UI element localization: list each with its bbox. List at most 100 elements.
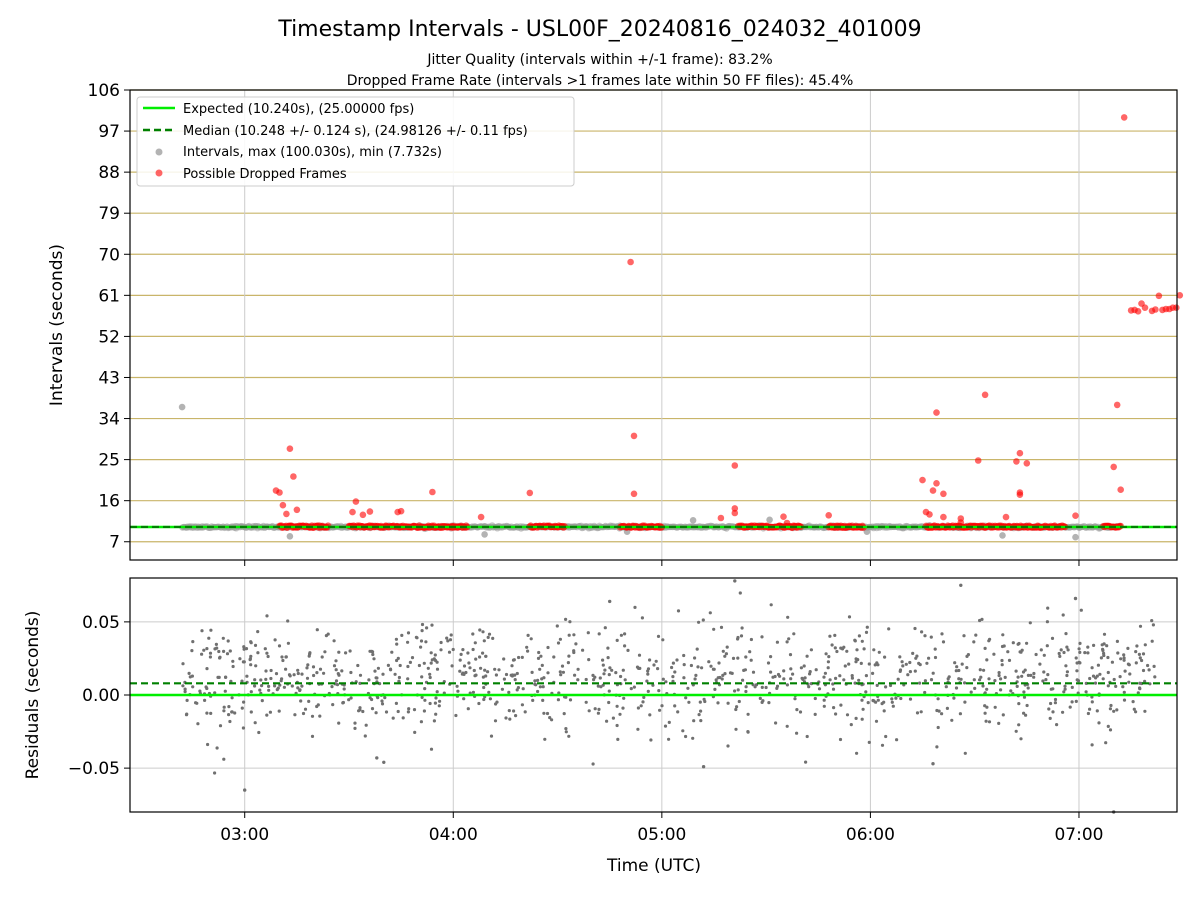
residual-point (842, 678, 846, 682)
residual-point (1141, 668, 1146, 673)
residual-point (636, 727, 640, 731)
residual-point (1022, 690, 1026, 694)
residual-point (736, 656, 740, 660)
residual-point (648, 713, 652, 717)
residual-point (240, 679, 244, 683)
residual-point (656, 667, 660, 671)
dropped-frame-point (1013, 458, 1020, 465)
interval-outlier-point (178, 403, 186, 411)
residual-point (713, 687, 717, 692)
residual-point (615, 704, 619, 708)
residual-point (434, 712, 438, 716)
residual-point (1134, 650, 1138, 654)
residual-point (646, 667, 651, 671)
residual-point (363, 734, 367, 738)
residual-point (253, 721, 257, 725)
residual-point (978, 678, 982, 682)
interval-outlier-point (1072, 533, 1079, 541)
residual-point (422, 661, 426, 665)
residual-point (209, 628, 213, 632)
residual-point (1042, 670, 1046, 674)
residual-point (538, 667, 542, 671)
residual-point (1106, 670, 1110, 675)
residual-point (855, 751, 859, 755)
residual-point (349, 670, 353, 675)
residual-point (838, 737, 843, 742)
residual-point (203, 698, 207, 703)
residual-point (771, 675, 775, 679)
residual-point (460, 672, 464, 676)
residual-point (264, 669, 268, 673)
residual-point (708, 611, 712, 615)
residual-point (1022, 711, 1026, 715)
residual-point (274, 672, 279, 676)
residual-point (533, 679, 537, 683)
residual-point (231, 659, 235, 663)
residual-point (191, 685, 195, 689)
residual-point (911, 651, 915, 656)
residual-point (348, 649, 352, 653)
residual-point (884, 685, 888, 689)
residual-point (896, 677, 900, 681)
residual-point (615, 723, 619, 728)
residual-point (312, 673, 316, 678)
residual-point (1051, 710, 1055, 714)
residual-point (1065, 673, 1069, 678)
dropped-frame-point (526, 489, 534, 497)
residual-point (1075, 669, 1079, 673)
residual-point (218, 724, 223, 728)
residual-point (1116, 651, 1120, 655)
residual-point (558, 637, 563, 641)
dropped-frame-point (1016, 489, 1024, 496)
residuals-x-axis-label: Time (UTC) (606, 856, 701, 876)
residual-point (614, 671, 618, 675)
residual-point (598, 676, 602, 680)
residual-point (840, 647, 845, 651)
residual-point (541, 685, 545, 689)
residual-point (307, 654, 311, 658)
residual-point (1134, 710, 1138, 714)
residual-point (974, 633, 978, 637)
residual-point (188, 675, 192, 679)
residual-point (775, 686, 779, 691)
residual-point (254, 664, 258, 668)
residual-point (1034, 652, 1038, 657)
residual-point (428, 672, 432, 676)
residual-point (1091, 674, 1096, 678)
intervals-y-axis-label: Intervals (seconds) (47, 244, 67, 406)
residual-point (826, 666, 830, 670)
residual-point (183, 690, 187, 694)
residual-point (673, 670, 677, 674)
residual-point (292, 673, 296, 677)
residual-point (305, 666, 309, 670)
dropped-frame-point (731, 462, 739, 469)
residual-point (556, 641, 561, 645)
residual-point (592, 678, 596, 682)
residual-point (636, 706, 641, 710)
residual-point (872, 648, 876, 652)
residual-point (213, 647, 217, 651)
residual-point (511, 658, 516, 662)
residual-point (451, 647, 455, 652)
residual-point (240, 706, 244, 710)
residual-point (265, 713, 269, 717)
residual-point (716, 676, 720, 680)
residual-point (1083, 651, 1087, 655)
dropped-frame-point (731, 505, 739, 512)
residual-point (495, 700, 499, 704)
residual-point (1062, 690, 1066, 694)
residual-point (769, 603, 773, 607)
residual-point (723, 672, 727, 676)
dropped-frame-point (1134, 308, 1142, 315)
residual-point (471, 632, 475, 636)
dropped-frame-point (293, 506, 301, 514)
residual-point (963, 700, 967, 704)
residual-point (940, 632, 944, 636)
residual-point (581, 648, 585, 652)
residual-point (769, 670, 773, 674)
dropped-frame-point (926, 511, 933, 518)
residual-point (717, 661, 721, 665)
residual-point (523, 710, 527, 714)
residual-point (336, 672, 340, 676)
residual-point (860, 639, 864, 643)
